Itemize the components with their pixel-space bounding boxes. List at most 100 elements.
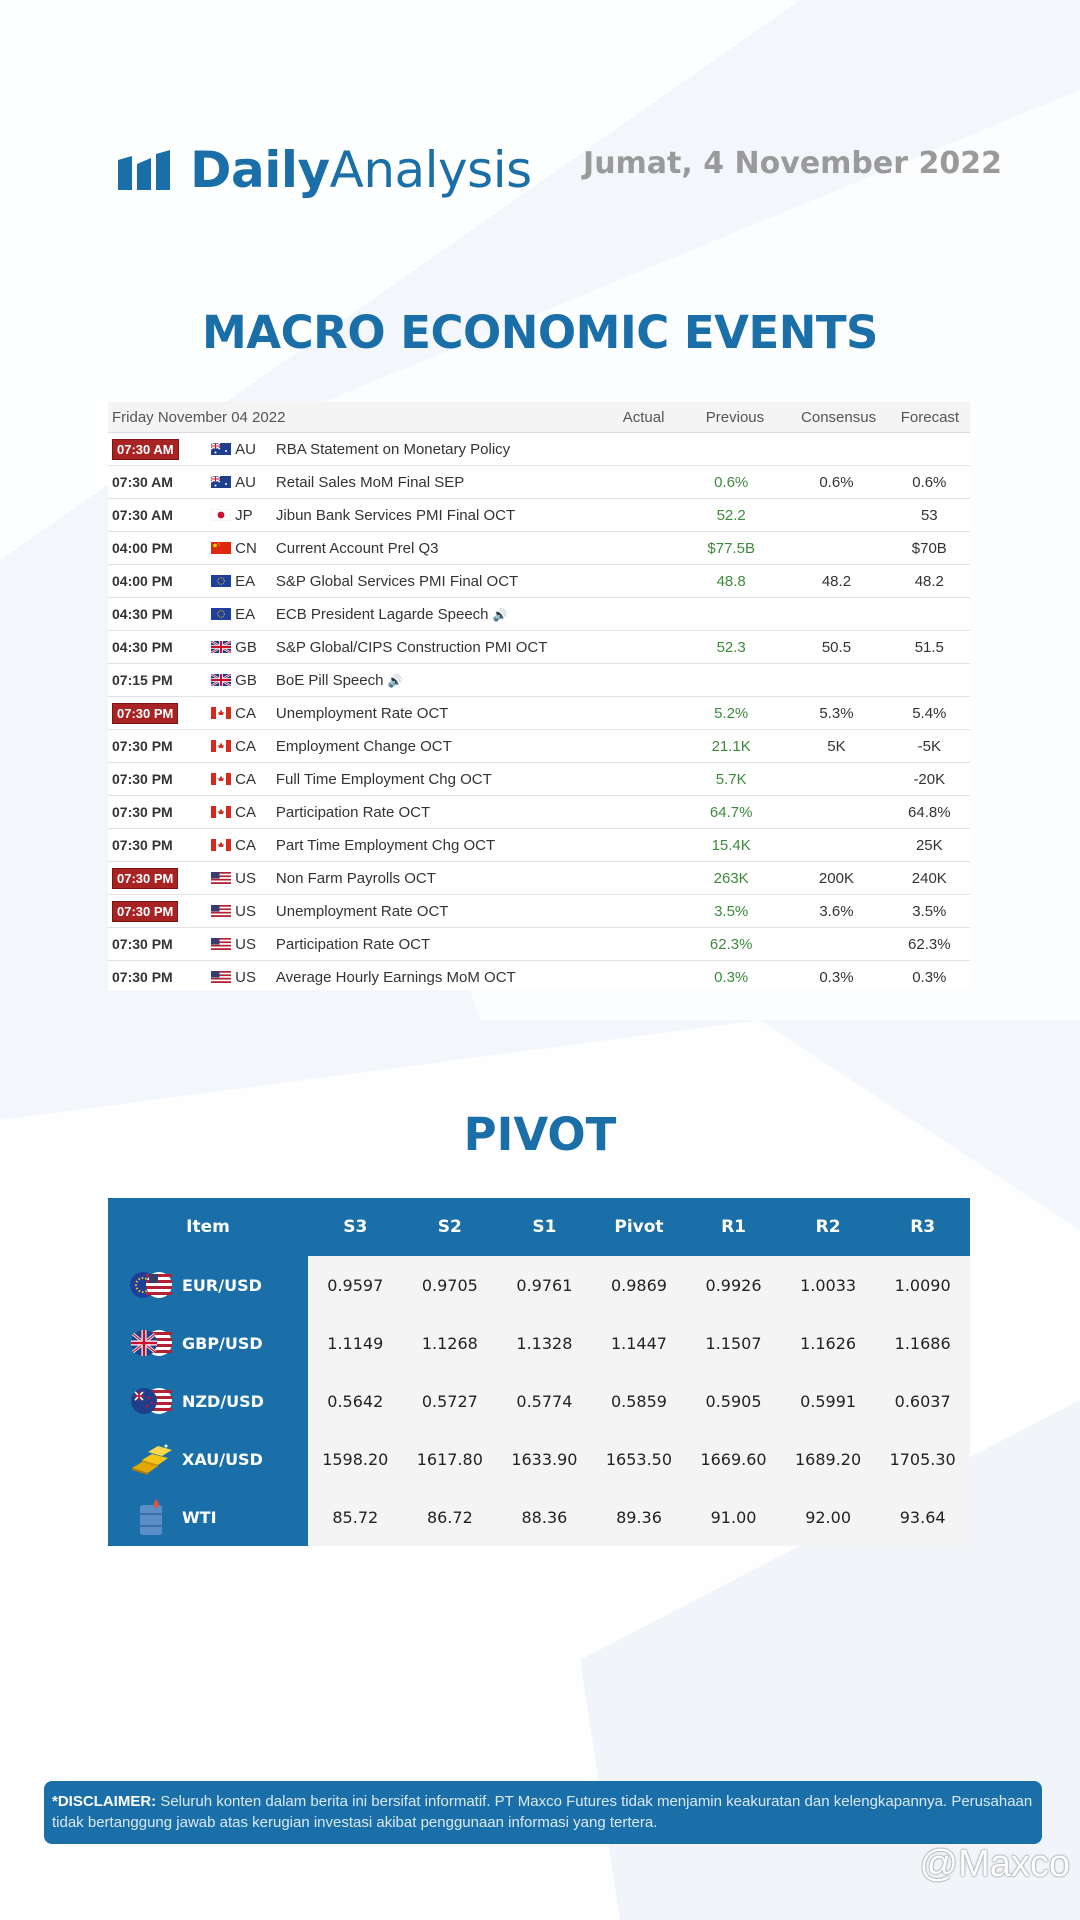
event-previous: 5.2% xyxy=(714,704,749,722)
forecast-header: Forecast xyxy=(900,408,960,426)
event-country: GB xyxy=(235,638,257,656)
pivot-item-label: NZD/USD xyxy=(182,1391,264,1411)
pivot-value-s2: 1617.80 xyxy=(416,1449,483,1469)
pivot-header-r1: R1 xyxy=(721,1217,746,1237)
event-time-text: 07:30 PM xyxy=(112,771,173,787)
event-time-text: 07:30 AM xyxy=(112,474,173,490)
calendar-header-row: Friday November 04 2022 Actual Previous … xyxy=(108,402,970,433)
pivot-item-label: XAU/USD xyxy=(182,1449,263,1469)
event-time: 07:30 PM xyxy=(108,837,207,853)
us-flag-icon xyxy=(211,938,233,950)
event-forecast: 0.3% xyxy=(912,968,947,986)
calendar-row: 07:30 AM AU Retail Sales MoM Final SEP 0.6%… xyxy=(108,466,970,499)
event-country: US xyxy=(235,869,257,887)
pivot-value-s3: 0.5642 xyxy=(327,1391,384,1411)
oil-barrel-icon xyxy=(128,1497,174,1537)
pivot-value-pivot: 1.1447 xyxy=(610,1333,667,1353)
event-country: EA xyxy=(235,605,256,623)
event-name-text: Participation Rate OCT xyxy=(275,803,431,821)
pivot-value-s1: 0.5774 xyxy=(516,1391,573,1411)
pivot-value-r2: 1689.20 xyxy=(795,1449,862,1469)
disclaimer: *DISCLAIMER: Seluruh konten dalam berita… xyxy=(44,1781,1042,1844)
au-flag-icon xyxy=(211,476,233,488)
event-time: 07:30 PM xyxy=(108,804,207,820)
logo-text-bold: Daily xyxy=(190,141,330,199)
pivot-value-s2: 86.72 xyxy=(426,1507,473,1527)
event-name: Employment Change OCT xyxy=(276,738,599,755)
event-forecast: -20K xyxy=(913,770,946,788)
disclaimer-text: Seluruh konten dalam berita ini bersifat… xyxy=(52,1793,1033,1831)
event-name-text: Average Hourly Earnings MoM OCT xyxy=(275,968,516,986)
event-forecast: 0.6% xyxy=(912,473,947,491)
pivot-value-s2: 0.5727 xyxy=(421,1391,478,1411)
calendar-row: 04:30 PM GB S&P Global/CIPS Construction P… xyxy=(108,631,970,664)
pivot-item-label: WTI xyxy=(182,1507,217,1527)
event-forecast: 53 xyxy=(920,506,938,524)
event-country: JP xyxy=(235,506,253,524)
event-previous: 0.3% xyxy=(714,968,749,986)
pivot-body: EUR/USD 0.9597 0.9705 0.9761 0.9869 0.9926 1.0… xyxy=(108,1256,970,1546)
pivot-values: 85.72 86.72 88.36 89.36 91.00 92.00 93.64 xyxy=(308,1488,970,1546)
calendar-row: 07:30 PM CA Employment Change OCT 21.1K 5K -5… xyxy=(108,730,970,763)
event-previous: 3.5% xyxy=(714,902,749,920)
pivot-value-r1: 91.00 xyxy=(710,1507,757,1527)
pivot-value-pivot: 1653.50 xyxy=(605,1449,673,1469)
event-name-text: Unemployment Rate OCT xyxy=(275,704,449,722)
event-time-text: 04:30 PM xyxy=(112,606,173,622)
previous-header: Previous xyxy=(705,408,765,426)
calendar-date-header: Friday November 04 2022 xyxy=(112,408,286,426)
pivot-value-r1: 1669.60 xyxy=(700,1449,767,1469)
watermark: @Maxco xyxy=(919,1843,1071,1885)
gold-bars-icon xyxy=(128,1439,174,1479)
event-name: Current Account Prel Q3 xyxy=(276,540,599,557)
gb-flag-icon xyxy=(211,641,233,653)
event-consensus: 0.6% xyxy=(819,473,854,491)
event-consensus: 48.2 xyxy=(821,572,852,590)
event-previous: 5.7K xyxy=(715,770,747,788)
event-time: 07:30 AM xyxy=(108,474,207,490)
event-name: Average Hourly Earnings MoM OCT xyxy=(276,969,599,986)
pivot-value-s3: 1.1149 xyxy=(327,1333,384,1353)
pivot-row: WTI 85.72 86.72 88.36 89.36 91.00 92.00 93.64 xyxy=(108,1488,970,1546)
event-time-text: 04:00 PM xyxy=(112,573,173,589)
pivot-header-r2: R2 xyxy=(815,1217,841,1237)
event-name-text: Full Time Employment Chg OCT xyxy=(275,770,492,788)
us-flag-icon xyxy=(211,905,233,917)
eu-flag-icon xyxy=(211,575,233,587)
event-forecast: 25K xyxy=(915,836,943,854)
event-name: Participation Rate OCT xyxy=(276,804,599,821)
event-forecast: 240K xyxy=(911,869,947,887)
pivot-value-r2: 1.0033 xyxy=(800,1275,857,1295)
pivot-item: NZD/USD xyxy=(108,1372,308,1430)
event-country: EA xyxy=(235,572,256,590)
pivot-value-r3: 1705.30 xyxy=(889,1449,956,1469)
event-time-text: 07:30 PM xyxy=(112,837,173,853)
pivot-value-r3: 0.6037 xyxy=(894,1391,951,1411)
event-time-text: 07:30 PM xyxy=(112,868,179,889)
event-time-text: 04:00 PM xyxy=(112,540,173,556)
event-previous: 52.2 xyxy=(716,506,746,524)
event-country: US xyxy=(235,935,257,953)
jp-flag-icon xyxy=(211,509,233,521)
calendar-row: 07:30 PM CA Full Time Employment Chg OCT 5.… xyxy=(108,763,970,796)
event-previous: 15.4K xyxy=(711,836,751,854)
event-previous: $77.5B xyxy=(707,539,755,557)
pivot-value-s3: 1598.20 xyxy=(322,1449,389,1469)
event-time: 04:00 PM xyxy=(108,540,207,556)
logo-text: DailyAnalysis xyxy=(190,141,532,199)
event-name: ECB President Lagarde Speech 🔊 xyxy=(276,606,599,623)
event-country: CA xyxy=(235,770,257,788)
gbp-usd-flags-icon xyxy=(128,1323,174,1363)
event-name-text: Part Time Employment Chg OCT xyxy=(275,836,496,854)
pivot-header-s3: S3 xyxy=(343,1217,368,1237)
event-name-text: Retail Sales MoM Final SEP xyxy=(275,473,465,491)
pivot-values: 0.9597 0.9705 0.9761 0.9869 0.9926 1.0033 1.00… xyxy=(308,1256,970,1314)
event-time-text: 07:30 PM xyxy=(112,703,179,724)
event-country: US xyxy=(235,902,257,920)
event-time-text: 07:30 PM xyxy=(112,738,173,754)
pivot-value-pivot: 0.5859 xyxy=(610,1391,667,1411)
pivot-header-s2: S2 xyxy=(437,1217,462,1237)
event-previous: 0.6% xyxy=(714,473,749,491)
ca-flag-icon xyxy=(211,806,233,818)
event-time: 04:30 PM xyxy=(108,606,207,622)
